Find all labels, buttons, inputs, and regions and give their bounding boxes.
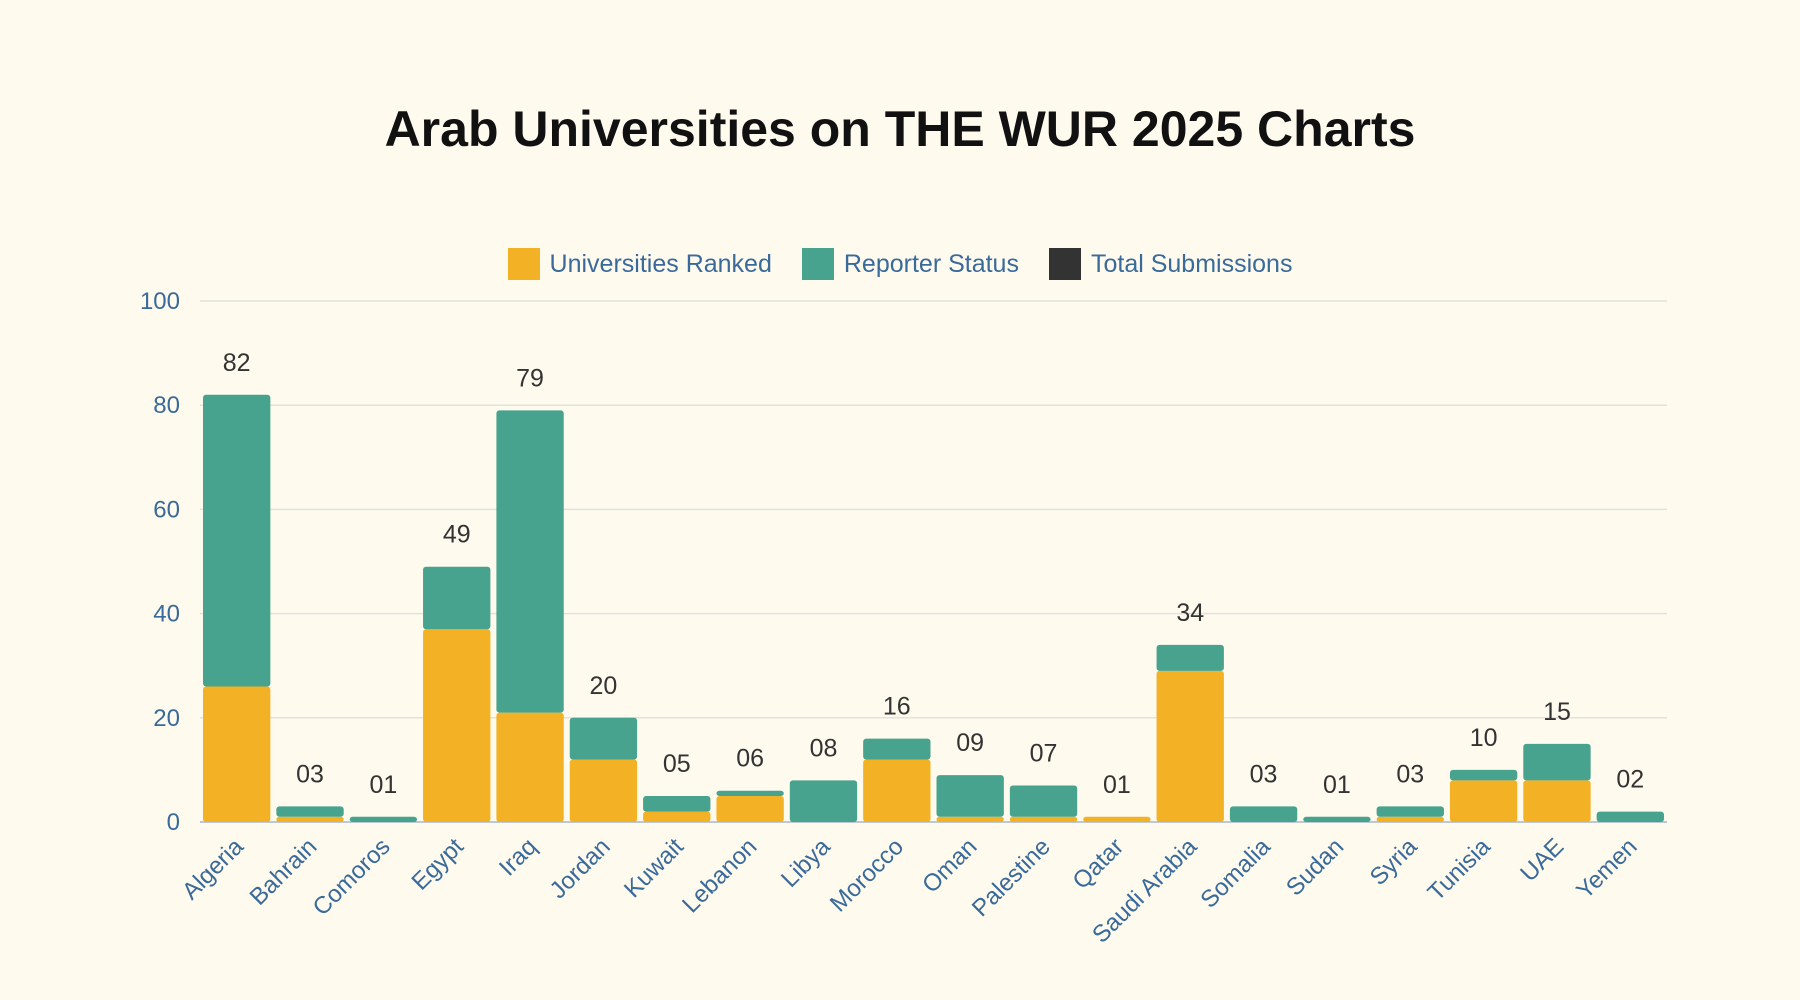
bar-reporter [789, 780, 858, 822]
x-tick-label: Kuwait [619, 833, 689, 903]
data-label: 03 [296, 760, 324, 788]
data-label: 05 [663, 750, 691, 778]
data-label: 02 [1616, 766, 1644, 794]
bar-reporter [936, 775, 1004, 817]
bar-ranked [1376, 816, 1444, 822]
x-tick-label: Yemen [1571, 833, 1642, 904]
bar-reporter [863, 738, 931, 760]
x-tick-label: Comoros [308, 833, 396, 921]
y-tick-label: 80 [153, 392, 180, 419]
data-label: 07 [1030, 740, 1058, 768]
chart-title: Arab Universities on THE WUR 2025 Charts [384, 101, 1416, 157]
bar-ranked [1523, 780, 1591, 822]
legend-swatch-ranked [507, 248, 540, 280]
legend-label-ranked: Universities Ranked [549, 249, 772, 278]
bar-reporter [423, 566, 491, 630]
bar-ranked [423, 629, 491, 822]
bar-reporter [643, 795, 711, 812]
bar-ranked [203, 686, 271, 822]
bar-ranked [1449, 780, 1518, 822]
data-label: 82 [223, 349, 251, 377]
x-tick-label: Morocco [825, 833, 909, 917]
data-label: 03 [1250, 760, 1278, 788]
x-tick-label: Jordan [545, 833, 616, 904]
legend-item-reporter[interactable]: Reporter Status [801, 248, 1019, 280]
data-label: 03 [1396, 760, 1424, 788]
data-label: 06 [736, 745, 764, 773]
data-label: 15 [1543, 698, 1571, 726]
x-tick-label: Qatar [1068, 833, 1130, 895]
data-label: 01 [369, 771, 397, 799]
x-tick-label: Egypt [406, 833, 469, 896]
x-tick-label: Tunisia [1423, 833, 1497, 907]
legend-item-total[interactable]: Total Submissions [1048, 248, 1293, 280]
bar-ranked [643, 811, 711, 822]
legend-label-reporter: Reporter Status [843, 249, 1019, 278]
bar-ranked [496, 712, 564, 822]
x-tick-label: UAE [1515, 833, 1569, 887]
data-label: 01 [1103, 771, 1131, 799]
y-tick-label: 0 [167, 809, 180, 836]
legend: Universities Ranked Reporter Status Tota… [0, 248, 1800, 280]
bar-ranked [276, 816, 344, 822]
data-label: 79 [516, 364, 544, 392]
bar-reporter [569, 717, 638, 760]
bar-ranked [863, 759, 931, 822]
bar-reporter [1523, 743, 1591, 781]
x-tick-label: Somalia [1195, 833, 1276, 914]
data-label: 20 [590, 672, 618, 700]
x-tick-label: Lebanon [677, 833, 762, 918]
x-tick-label: Libya [776, 833, 836, 893]
data-label: 49 [443, 521, 471, 549]
y-tick-label: 60 [153, 496, 180, 523]
x-tick-label: Algeria [177, 833, 249, 905]
bar-reporter [496, 410, 564, 713]
bar-reporter [276, 806, 344, 817]
x-tick-label: Iraq [494, 833, 542, 881]
legend-swatch-total [1048, 248, 1081, 280]
bar-reporter [1229, 806, 1298, 822]
x-tick-label: Syria [1365, 833, 1423, 891]
x-tick-label: Oman [917, 833, 982, 898]
y-tick-label: 20 [153, 705, 180, 732]
data-label: 34 [1176, 599, 1204, 627]
x-tick-label: Sudan [1281, 833, 1349, 901]
bar-reporter [1156, 644, 1224, 671]
bar-ranked [1156, 670, 1224, 822]
x-tick-label: Palestine [967, 833, 1056, 922]
data-label: 10 [1470, 724, 1498, 752]
legend-label-total: Total Submissions [1090, 249, 1293, 278]
bar-ranked [936, 816, 1004, 822]
bar-reporter [1303, 816, 1371, 822]
bar-ranked [569, 759, 638, 822]
bar-reporter [716, 790, 784, 796]
bar-reporter [1376, 806, 1444, 817]
bar-reporter [1449, 769, 1518, 781]
y-tick-label: 40 [153, 601, 180, 628]
data-label: 16 [883, 693, 911, 721]
data-label: 01 [1323, 771, 1351, 799]
data-label: 09 [956, 729, 984, 757]
bar-ranked [1083, 816, 1151, 822]
bar-ranked [716, 795, 784, 822]
bar-reporter [203, 394, 271, 687]
data-label: 08 [810, 734, 838, 762]
y-tick-label: 100 [140, 288, 180, 315]
legend-item-ranked[interactable]: Universities Ranked [507, 248, 772, 280]
bar-reporter [1009, 785, 1078, 817]
legend-swatch-reporter [801, 248, 834, 280]
bar-reporter [349, 816, 418, 822]
bar-reporter [1596, 811, 1664, 822]
bar-ranked [1009, 816, 1078, 822]
